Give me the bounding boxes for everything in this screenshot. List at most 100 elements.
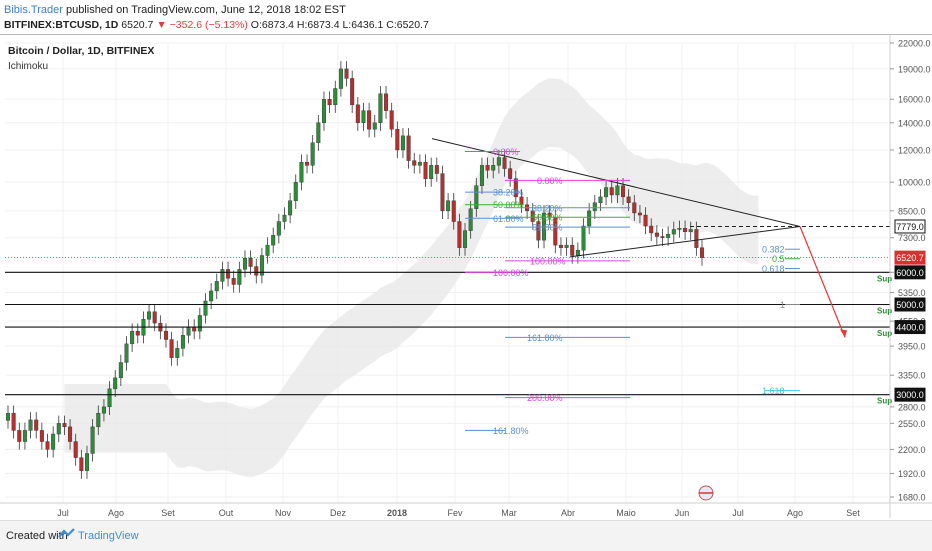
candle-body: [609, 187, 614, 196]
time-tick-label: Jul: [57, 508, 69, 518]
candle-body: [90, 426, 95, 454]
candle-body: [101, 406, 106, 414]
last-price: 6520.7: [121, 19, 154, 31]
candle-body: [254, 266, 259, 276]
price-label-text: 3000.0: [896, 390, 924, 400]
time-axis[interactable]: Jul Ago Set Out Nov Dez 2018 Fev Mar Abr Maio Jun Ju…: [0, 502, 932, 518]
candle-body: [39, 430, 44, 442]
candle-body: [96, 413, 101, 428]
created-with-text: Created with: [6, 530, 68, 542]
time-tick-label: Fev: [447, 508, 463, 518]
tradingview-brand[interactable]: TradingView: [78, 530, 139, 542]
candle-body: [660, 236, 665, 238]
candle-body: [513, 178, 518, 198]
candle-body: [45, 441, 50, 450]
price-tick-label: 2800.0: [898, 402, 926, 412]
symbol-line: BITFINEX:BTCUSD, 1D 6520.7 ▼ −352.6 (−5.…: [4, 19, 429, 31]
candle-body: [288, 200, 293, 216]
candle-body: [84, 453, 89, 471]
candle-body: [694, 229, 699, 248]
fib-level-label: 38.20%: [493, 188, 524, 198]
support-label: Sup: [877, 397, 892, 406]
candle-body: [474, 185, 479, 209]
candle-body: [22, 430, 27, 442]
candle-body: [587, 210, 592, 227]
candle-body: [305, 161, 310, 166]
candle-body: [299, 161, 304, 183]
price-tick-label: 2200.0: [898, 445, 926, 455]
fib-level-label: 38.20%: [532, 203, 563, 213]
candle-body: [671, 229, 676, 235]
candle-body: [34, 419, 39, 431]
candle-body: [457, 221, 462, 248]
published-text: published on TradingView.com, June 12, 2…: [65, 4, 346, 16]
fib-level-label: 0.00%: [493, 147, 519, 157]
candle-body: [56, 423, 61, 435]
support-label: Sup: [877, 274, 892, 283]
chart-canvas[interactable]: SupSupSupSup0.00%38.20%50.00%61.80%100.0…: [0, 35, 932, 518]
author-link[interactable]: Bibis.Trader: [4, 4, 63, 16]
candle-body: [124, 343, 129, 363]
fib-level-label: 61.80%: [493, 214, 524, 224]
candle-body: [163, 330, 168, 340]
candle-body: [350, 78, 355, 106]
candle-body: [169, 339, 174, 358]
fib-level-label: 100.00%: [530, 256, 566, 266]
cloud-band: [64, 78, 759, 478]
symbol-text: BITFINEX:BTCUSD, 1D: [4, 19, 119, 31]
candle-body: [564, 244, 569, 248]
chart-title: Bitcoin / Dollar, 1D, BITFINEX: [8, 45, 154, 57]
fib-level-label: 200.00%: [527, 393, 563, 403]
candle-body: [316, 122, 321, 143]
candle-body: [688, 229, 693, 232]
fib-level-label: 161.80%: [527, 333, 563, 343]
candle-body: [485, 165, 490, 171]
candle-body: [400, 135, 405, 151]
price-label-text: 4400.0: [896, 323, 924, 333]
fib-level-label: 161.80%: [493, 426, 529, 436]
candle-body: [135, 330, 140, 336]
tradingview-logo-icon: [58, 528, 75, 538]
candle-body: [152, 311, 157, 324]
publish-line: Bibis.Trader published on TradingView.co…: [4, 4, 346, 16]
candle-body: [536, 221, 541, 241]
candle-body: [73, 441, 78, 458]
fib-level-label: 61.80%: [532, 223, 563, 233]
candle-body: [271, 235, 276, 246]
price-label-text: 7779.0: [896, 222, 924, 232]
candle-body: [372, 122, 377, 130]
candle-body: [666, 233, 671, 238]
fib-level-label: 0.00%: [537, 176, 563, 186]
candle-body: [367, 110, 372, 130]
price-tick-label: 1680.0: [898, 493, 926, 503]
publish-header: Bibis.Trader published on TradingView.co…: [0, 0, 932, 34]
price-label-box: [894, 387, 926, 402]
candle-body: [468, 208, 473, 231]
fib-level-label: 100.00%: [493, 268, 529, 278]
price-axis[interactable]: 22000.0 19000.0 16000.0 14000.0 12000.0 10000…: [889, 35, 931, 518]
candle-body: [17, 430, 22, 442]
candle-body: [265, 244, 270, 256]
candle-body: [248, 257, 253, 267]
fib-level-label: 1.618: [762, 386, 785, 396]
candle-body: [28, 419, 33, 431]
candle-body: [417, 161, 422, 166]
candle-body: [130, 330, 135, 345]
candle-body: [384, 93, 389, 111]
candle-body: [598, 196, 603, 203]
candle-body: [581, 225, 586, 251]
candle-body: [654, 232, 659, 237]
candle-body: [62, 423, 67, 428]
candle-body: [310, 142, 315, 166]
candle-body: [592, 202, 597, 212]
candle-body: [237, 269, 242, 285]
candle-body: [530, 210, 535, 222]
time-tick-label: Jul: [732, 508, 744, 518]
candle-body: [508, 168, 513, 179]
price-label-box: [894, 320, 926, 335]
price-label-box: [894, 297, 926, 312]
candle-body: [491, 165, 496, 171]
fib-level-label: 0.618: [762, 264, 785, 274]
price-tick-label: 14000.0: [898, 118, 931, 128]
ichimoku-cloud: [64, 78, 759, 478]
